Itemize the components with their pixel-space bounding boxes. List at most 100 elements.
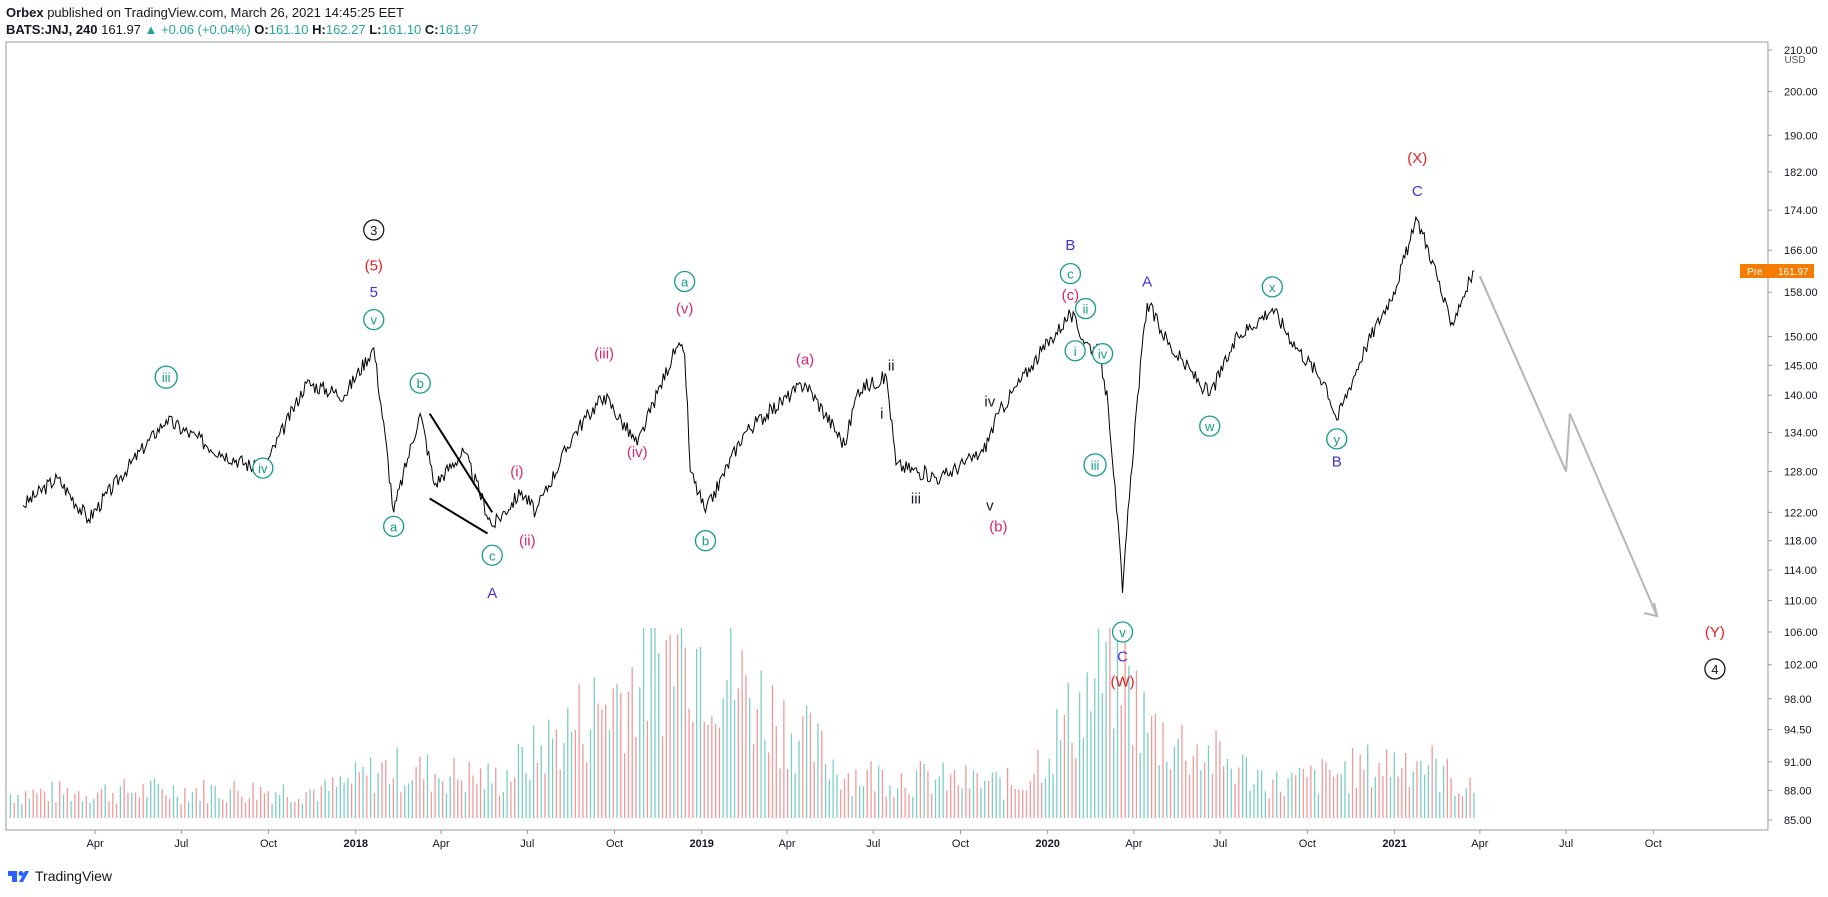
volume-bar bbox=[1211, 774, 1213, 818]
volume-bar bbox=[877, 765, 880, 818]
wave-label: (W) bbox=[1110, 674, 1134, 691]
time-tick-label: Oct bbox=[952, 838, 969, 850]
volume-bar bbox=[366, 775, 368, 818]
wave-circle bbox=[694, 530, 717, 552]
time-axis[interactable]: Apr Jul Oct 2018 Apr Jul Oct 2019 Apr Jul Oct 2020 A… bbox=[87, 830, 1662, 850]
volume-bar bbox=[642, 628, 645, 818]
price-tick-label: 145.00 bbox=[1784, 360, 1818, 372]
volume-bar bbox=[1223, 766, 1225, 818]
volume-bar bbox=[1439, 791, 1441, 818]
volume-bar bbox=[115, 803, 118, 818]
wave-label: iv bbox=[252, 457, 274, 479]
volume-bar bbox=[36, 793, 38, 818]
volume-bar bbox=[950, 774, 952, 818]
volume-bar bbox=[529, 779, 531, 818]
wave-circle bbox=[1059, 262, 1082, 285]
volume-bar bbox=[1317, 793, 1320, 818]
tradingview-brand[interactable]: TradingView bbox=[35, 868, 113, 884]
volume-bar bbox=[680, 628, 683, 818]
volume-bar bbox=[1370, 787, 1373, 818]
publish-line: Orbex published on TradingView.com, Marc… bbox=[6, 4, 478, 21]
volume-bar bbox=[78, 791, 80, 818]
price-tick-label: 102.00 bbox=[1784, 660, 1818, 672]
volume-bar bbox=[843, 778, 846, 818]
wave-label: 5 bbox=[370, 284, 378, 301]
volume-bar bbox=[692, 721, 694, 818]
wave-label: iv bbox=[984, 393, 995, 410]
volume-bar bbox=[297, 799, 300, 818]
volume-bar bbox=[1238, 767, 1240, 818]
wave-circle bbox=[673, 270, 696, 293]
volume-bar bbox=[635, 737, 637, 818]
price-badge-value: 161.97 bbox=[1778, 267, 1809, 278]
volume-bar bbox=[1423, 774, 1426, 818]
volume-bar bbox=[627, 691, 630, 818]
volume-bar bbox=[229, 789, 231, 818]
time-tick-label: Apr bbox=[1125, 838, 1142, 850]
wave-label: c bbox=[481, 544, 503, 566]
volume-bar bbox=[749, 698, 751, 818]
volume-bar bbox=[1257, 770, 1259, 818]
volume-bar bbox=[464, 791, 467, 818]
volume-bar bbox=[1003, 799, 1005, 818]
wave-label: (Y) bbox=[1705, 624, 1725, 641]
wave-text: iii bbox=[1091, 458, 1100, 473]
wave-text: A bbox=[487, 585, 497, 602]
volume-bar bbox=[931, 793, 933, 818]
high-label: H: bbox=[312, 22, 326, 37]
wave-text: iii bbox=[162, 370, 171, 385]
volume-bar bbox=[434, 773, 436, 818]
volume-bar bbox=[476, 783, 478, 818]
volume-bar bbox=[832, 759, 834, 818]
price-axis[interactable]: 85.00 88.00 91.00 94.50 98.00 102.00 106.00 110… bbox=[1768, 45, 1818, 827]
volume-bar bbox=[912, 796, 914, 818]
volume-bar bbox=[874, 791, 876, 818]
volume-bar bbox=[540, 745, 542, 818]
volume-bar bbox=[620, 692, 622, 818]
volume-bar bbox=[699, 646, 702, 818]
volume-bar bbox=[491, 783, 493, 818]
volume-bar bbox=[559, 769, 561, 818]
low-label: L: bbox=[369, 22, 382, 37]
publisher-name[interactable]: Orbex bbox=[6, 5, 44, 20]
volume-bar bbox=[40, 788, 42, 818]
close-label: C: bbox=[424, 22, 439, 37]
volume-bar bbox=[794, 773, 796, 818]
high-value: 162.27 bbox=[325, 22, 366, 37]
wave-circle bbox=[1064, 340, 1086, 362]
volume-bar bbox=[673, 686, 675, 818]
volume-bar bbox=[1268, 798, 1270, 818]
wave-circle bbox=[1091, 343, 1114, 365]
volume-bar bbox=[180, 804, 182, 818]
volume-bar bbox=[1101, 693, 1103, 818]
symbol-name[interactable]: BATS:JNJ, 240 bbox=[6, 22, 98, 37]
volume-bar bbox=[237, 790, 239, 818]
volume-bar bbox=[445, 793, 448, 818]
volume-bar bbox=[1412, 772, 1414, 818]
volume-bar bbox=[43, 791, 46, 818]
time-tick-label: 2019 bbox=[689, 838, 713, 850]
wave-label: (iv) bbox=[627, 444, 648, 461]
volume-bar bbox=[1329, 769, 1331, 818]
volume-bar bbox=[813, 761, 815, 818]
volume-bar bbox=[532, 725, 535, 818]
volume-bar bbox=[1245, 757, 1248, 818]
volume-bar bbox=[1162, 722, 1164, 818]
volume-bar bbox=[1150, 716, 1153, 818]
wave-label: i bbox=[1064, 340, 1086, 362]
price-tick-label: 128.00 bbox=[1784, 466, 1818, 478]
wave-label: ii bbox=[888, 357, 895, 374]
volume-bar bbox=[779, 768, 781, 818]
wave-text: iv bbox=[258, 461, 268, 476]
wave-label: iii bbox=[154, 365, 178, 389]
time-tick-label: Jul bbox=[174, 838, 188, 850]
wave-label: B bbox=[1332, 454, 1342, 471]
wave-circle bbox=[252, 457, 274, 479]
tradingview-logo-icon[interactable] bbox=[8, 869, 30, 883]
volume-bar bbox=[953, 769, 956, 818]
wedge-line bbox=[429, 497, 489, 535]
volume-bar bbox=[1196, 744, 1198, 818]
volume-bar bbox=[392, 778, 395, 818]
volume-bar bbox=[972, 770, 975, 818]
